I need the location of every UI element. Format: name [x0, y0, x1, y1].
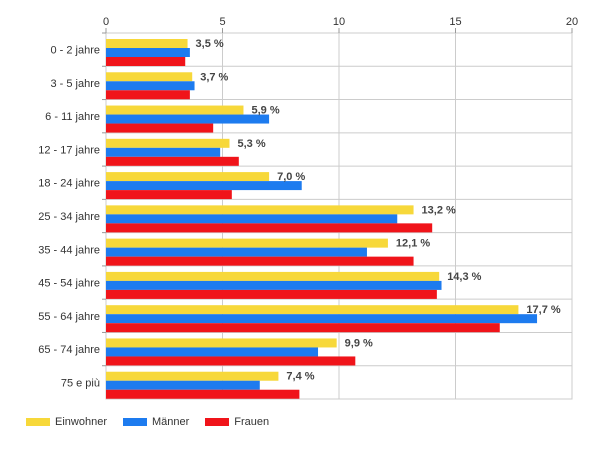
bar-frauen-5 [106, 223, 433, 233]
data-labels: 3,5 % 3,7 % 5,9 % 5,3 % 7,0 % 13,2 % 12,1 % 14,… [196, 38, 561, 383]
bar-frauen-4 [106, 190, 232, 200]
bar-m-nner-7 [106, 280, 442, 290]
data-label: 3,7 % [200, 71, 228, 83]
bar-frauen-7 [106, 289, 437, 299]
data-label: 5,3 % [237, 138, 265, 150]
legend: Einwohner Männer Frauen [26, 416, 285, 428]
bar-einwohner-8 [106, 305, 519, 315]
bar-einwohner-7 [106, 271, 440, 281]
bar-frauen-3 [106, 156, 239, 166]
bar-frauen-2 [106, 123, 214, 133]
bar-m-nner-0 [106, 48, 190, 57]
data-label: 17,7 % [526, 304, 560, 316]
tick-label-x-5: 5 [219, 16, 225, 28]
legend-swatch-maenner [122, 418, 147, 426]
category-label: 45 - 54 jahre [38, 278, 100, 290]
bar-frauen-8 [106, 323, 500, 333]
category-label: 0 - 2 jahre [50, 45, 100, 57]
legend-swatch-frauen [205, 418, 230, 426]
bar-einwohner-1 [106, 72, 193, 82]
legend-item-frauen[interactable]: Frauen [205, 416, 269, 428]
category-label: 35 - 44 jahre [38, 244, 100, 256]
data-label: 7,4 % [286, 371, 314, 383]
bar-einwohner-5 [106, 205, 414, 215]
bar-frauen-6 [106, 256, 414, 266]
bar-m-nner-6 [106, 247, 367, 257]
category-label: 3 - 5 jahre [50, 78, 100, 90]
bar-einwohner-6 [106, 238, 388, 248]
bar-einwohner-10 [106, 371, 279, 381]
tick-label-x-20: 20 [566, 16, 578, 28]
bar-m-nner-2 [106, 114, 270, 124]
legend-label-maenner: Männer [151, 416, 190, 428]
legend-item-maenner[interactable]: Männer [122, 416, 190, 428]
tick-label-x-15: 15 [449, 16, 461, 28]
legend-item-einwohner[interactable]: Einwohner [26, 416, 107, 428]
category-label: 6 - 11 jahre [45, 111, 100, 123]
bar-frauen-1 [106, 90, 190, 100]
category-label: 55 - 64 jahre [38, 311, 100, 323]
bar-einwohner-0 [106, 39, 188, 48]
bar-frauen-10 [106, 389, 300, 399]
tick-label-x-0: 0 [103, 16, 109, 28]
bar-frauen-0 [106, 57, 186, 66]
bar-m-nner-1 [106, 81, 195, 91]
bars [106, 39, 538, 399]
bar-m-nner-9 [106, 347, 319, 357]
category-label: 75 e più [61, 377, 100, 389]
data-label: 9,9 % [345, 337, 373, 349]
legend-label-frauen: Frauen [234, 416, 270, 428]
bar-m-nner-4 [106, 181, 302, 191]
category-labels: 0 - 2 jahre 3 - 5 jahre 6 - 11 jahre 12 - 1… [38, 45, 100, 390]
x-axis-ticks: 0 5 10 15 20 [102, 16, 578, 367]
grid-lines [105, 32, 573, 400]
category-label: 65 - 74 jahre [38, 344, 100, 356]
bar-einwohner-3 [106, 138, 230, 148]
data-label: 7,0 % [277, 171, 305, 183]
bar-einwohner-9 [106, 338, 337, 348]
data-label: 13,2 % [422, 204, 456, 216]
data-label: 14,3 % [447, 271, 481, 283]
data-label: 5,9 % [251, 105, 279, 117]
bar-einwohner-4 [106, 172, 270, 182]
bar-m-nner-8 [106, 314, 538, 324]
category-label: 25 - 34 jahre [38, 211, 100, 223]
bar-m-nner-3 [106, 147, 221, 157]
bar-m-nner-10 [106, 380, 260, 390]
tick-label-x-10: 10 [333, 16, 345, 28]
bar-einwohner-2 [106, 105, 244, 115]
bar-m-nner-5 [106, 214, 398, 224]
legend-label-einwohner: Einwohner [55, 416, 107, 428]
category-label: 18 - 24 jahre [38, 178, 100, 190]
category-label: 12 - 17 jahre [38, 144, 100, 156]
legend-swatch-einwohner [26, 418, 50, 426]
data-label: 3,5 % [196, 38, 224, 50]
data-label: 12,1 % [396, 238, 430, 250]
bar-frauen-9 [106, 356, 356, 366]
